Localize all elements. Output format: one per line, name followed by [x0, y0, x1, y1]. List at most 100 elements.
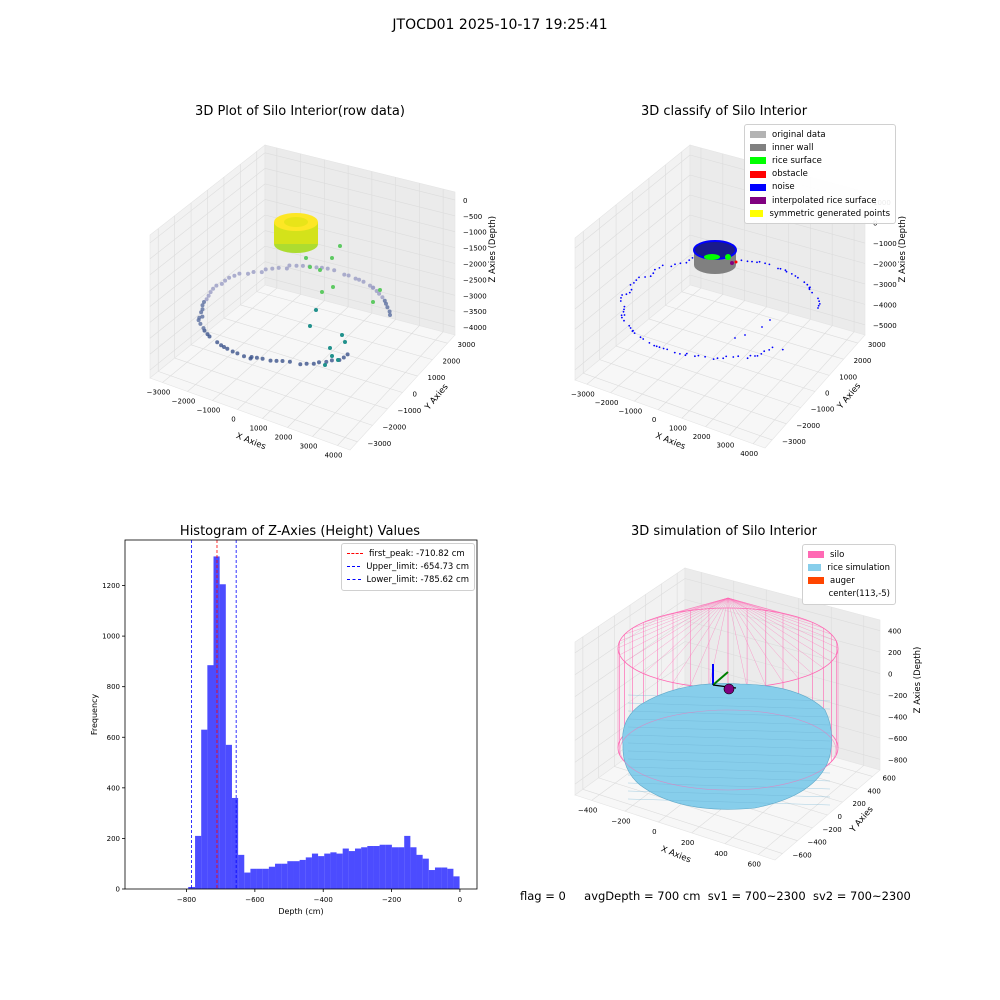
- grid-line: [158, 371, 358, 443]
- z-tick-label: −2000: [873, 261, 897, 269]
- histogram-bar: [391, 847, 399, 889]
- data-point: [287, 359, 292, 364]
- rice-surface-points: [725, 254, 731, 260]
- grid-line: [574, 274, 691, 371]
- y-tick-label: 800: [107, 683, 120, 691]
- silo-roof-wire: [727, 597, 766, 686]
- x-tick-label: 1000: [250, 425, 268, 433]
- y-tick-label: 400: [107, 784, 120, 792]
- grid-line: [264, 199, 456, 248]
- noise-point: [725, 355, 728, 358]
- noise-point: [818, 300, 820, 303]
- data-point: [227, 275, 232, 280]
- x-axis-label: X Axies: [654, 431, 687, 452]
- grid-line: [149, 199, 266, 291]
- legend-label: Lower_limit: -785.62 cm: [366, 574, 469, 585]
- z-tick-label: −400: [888, 713, 907, 721]
- noise-point: [817, 307, 819, 309]
- histogram-bar: [195, 835, 202, 889]
- x-tick-label: 2000: [275, 434, 293, 442]
- grid-line: [598, 777, 798, 842]
- simulation-3d-plot: −400−2000200400600−600−400−2000200400600…: [574, 567, 923, 869]
- y-tick-label: 2000: [854, 357, 872, 365]
- y-tick-label: 3000: [458, 341, 476, 349]
- histogram-bar: [281, 863, 288, 889]
- classify-3d-plot: −3000−2000−100001000200030004000−3000−20…: [571, 144, 908, 458]
- histogram-bar: [379, 844, 386, 889]
- noise-point: [619, 300, 622, 302]
- silo-roof-wire: [708, 597, 729, 609]
- legend-item: interpolated rice surface: [750, 194, 890, 207]
- grid-line: [574, 214, 691, 310]
- grid-line: [149, 276, 266, 371]
- x-tick-label: 4000: [740, 450, 758, 458]
- z-tick-label: −500: [463, 213, 482, 221]
- data-point: [357, 277, 362, 282]
- silo-roof-wire: [727, 597, 832, 635]
- noise-point: [628, 291, 631, 294]
- noise-point: [638, 276, 640, 279]
- legend-item: silo: [808, 548, 890, 561]
- data-point: [200, 314, 205, 319]
- histogram-bar: [207, 665, 214, 889]
- z-tick-label: −200: [888, 692, 907, 700]
- data-point: [237, 271, 242, 276]
- rice-surface: [622, 683, 832, 810]
- data-point: [225, 346, 230, 351]
- histogram-bar: [342, 848, 349, 889]
- noise-point: [630, 288, 633, 291]
- data-point: [222, 345, 226, 349]
- noise-point: [740, 259, 743, 262]
- data-point: [323, 363, 327, 367]
- noise-point: [803, 281, 806, 284]
- histogram-bar: [213, 556, 220, 889]
- legend-swatch: [808, 564, 822, 572]
- x-tick-label: 0: [231, 416, 235, 424]
- data-point: [204, 297, 209, 302]
- noise-point: [756, 261, 758, 264]
- histogram-bar: [231, 797, 239, 889]
- z-axis-label: Z Axies (Depth): [898, 216, 908, 283]
- data-point: [325, 266, 330, 271]
- x-tick-label: 1000: [669, 424, 687, 432]
- data-point: [374, 289, 379, 293]
- histogram-bar: [361, 847, 368, 889]
- histogram-bar: [305, 857, 312, 889]
- sv1-text: sv1 = 700~2300: [707, 889, 806, 903]
- noise-point: [811, 291, 813, 294]
- rice-mesh-line: [627, 790, 831, 798]
- data-point: [200, 303, 205, 308]
- silo-roof-wire: [727, 597, 748, 688]
- data-point: [343, 340, 347, 344]
- histogram-bar: [336, 853, 343, 889]
- data-point: [371, 300, 375, 304]
- rice-mesh-line: [627, 718, 831, 726]
- noise-point: [777, 267, 779, 270]
- noise-point: [633, 332, 636, 334]
- legend-label: inner wall: [772, 142, 814, 153]
- data-point: [332, 268, 337, 273]
- legend-item: symmetric generated points: [750, 207, 890, 220]
- z-tick-label: −4000: [463, 324, 487, 332]
- histogram-bar: [275, 863, 282, 889]
- noise-point: [779, 267, 782, 270]
- legend-label: symmetric generated points: [769, 208, 890, 219]
- noise-point: [621, 316, 623, 319]
- histogram-bar: [219, 584, 226, 889]
- noise-point: [648, 342, 651, 344]
- noise-point: [697, 354, 700, 357]
- histogram-bar: [434, 867, 442, 889]
- noise-point: [623, 314, 626, 316]
- grid-line: [149, 168, 266, 260]
- data-point: [284, 266, 289, 271]
- grid-line: [574, 234, 691, 330]
- legend-swatch: [750, 131, 766, 139]
- silo-roof-wire: [624, 597, 729, 635]
- noise-point: [737, 355, 740, 358]
- legend-swatch: [750, 210, 764, 218]
- x-tick-label: 400: [714, 850, 727, 858]
- histogram-bar: [268, 866, 276, 889]
- histogram-bar: [398, 847, 405, 889]
- z-tick-label: −4000: [873, 301, 897, 309]
- data-point: [317, 360, 321, 365]
